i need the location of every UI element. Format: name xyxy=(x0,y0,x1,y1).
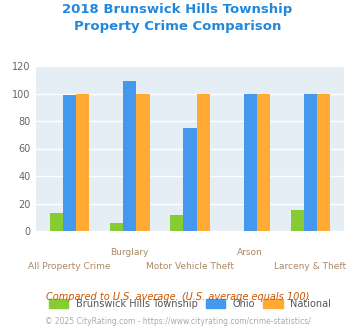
Text: Motor Vehicle Theft: Motor Vehicle Theft xyxy=(146,262,234,271)
Text: All Property Crime: All Property Crime xyxy=(28,262,111,271)
Text: Burglary: Burglary xyxy=(110,248,149,257)
Bar xyxy=(136,93,149,231)
Bar xyxy=(63,95,76,231)
Bar xyxy=(197,93,210,231)
Bar xyxy=(76,93,89,231)
Bar xyxy=(244,93,257,231)
Bar xyxy=(317,93,330,231)
Text: Larceny & Theft: Larceny & Theft xyxy=(274,262,346,271)
Bar xyxy=(170,214,183,231)
Bar xyxy=(50,213,63,231)
Bar xyxy=(290,211,304,231)
Legend: Brunswick Hills Township, Ohio, National: Brunswick Hills Township, Ohio, National xyxy=(49,299,331,309)
Bar xyxy=(123,81,136,231)
Bar xyxy=(110,223,123,231)
Bar xyxy=(183,128,197,231)
Text: Arson: Arson xyxy=(237,248,263,257)
Bar xyxy=(257,93,270,231)
Text: 2018 Brunswick Hills Township
Property Crime Comparison: 2018 Brunswick Hills Township Property C… xyxy=(62,3,293,33)
Text: Compared to U.S. average. (U.S. average equals 100): Compared to U.S. average. (U.S. average … xyxy=(46,292,309,302)
Bar xyxy=(304,93,317,231)
Text: © 2025 CityRating.com - https://www.cityrating.com/crime-statistics/: © 2025 CityRating.com - https://www.city… xyxy=(45,317,310,326)
